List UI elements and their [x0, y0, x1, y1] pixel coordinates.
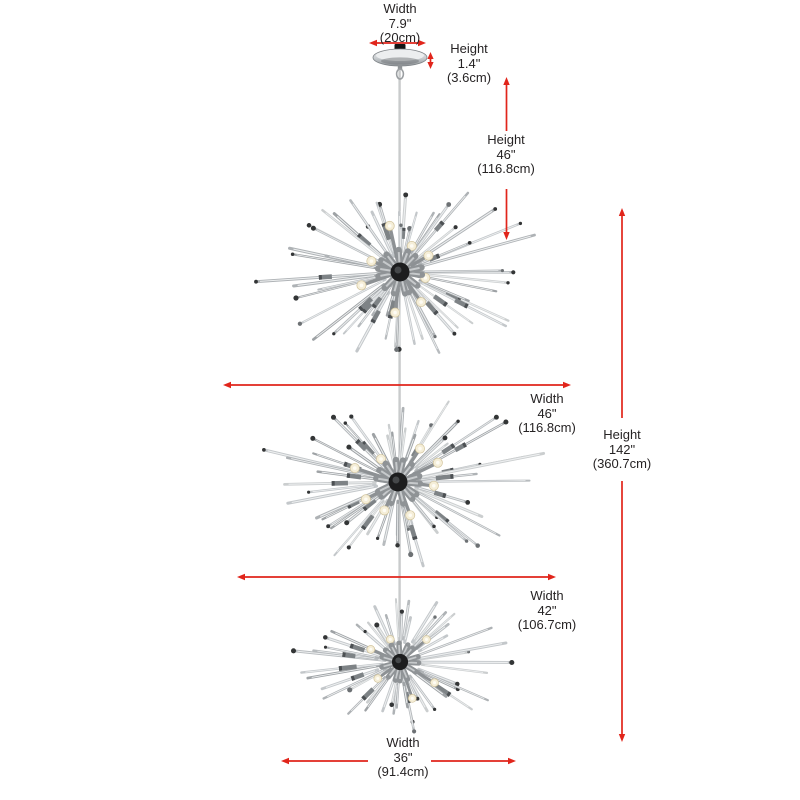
dimension-tier1-width: Width 46" (116.8cm) — [518, 391, 576, 436]
dimension-total-height: Height 142" (360.7cm) — [592, 427, 652, 472]
arrow-canopy-height — [427, 52, 434, 69]
arrow-tier3-width — [281, 757, 516, 765]
arrow-canopy-width — [369, 39, 426, 47]
arrow-total-height — [618, 208, 626, 742]
dimension-inches: 1.4" — [457, 55, 481, 71]
burst-top — [254, 191, 536, 354]
ceiling-canopy — [372, 44, 428, 80]
arrow-tier2-width — [237, 573, 556, 581]
dimension-inches: 46" — [496, 146, 516, 162]
dimension-inches: 36" — [393, 749, 413, 765]
dimension-inches: 42" — [537, 602, 557, 618]
dimension-inches: 142" — [608, 441, 636, 457]
dimension-label: Width — [386, 735, 420, 750]
dimension-canopy-width: Width 7.9" (20cm) — [379, 1, 421, 46]
dimension-tier2-width: Width 42" (106.7cm) — [517, 588, 577, 633]
dimension-tier3-width: Width 36" (91.4cm) — [377, 735, 429, 780]
dimension-label: Width — [530, 391, 564, 406]
dimension-label: Width — [383, 1, 417, 16]
dimension-label: Width — [530, 588, 564, 603]
dimension-inches: 7.9" — [388, 15, 412, 31]
burst-middle — [262, 400, 546, 568]
dimension-label: Height — [450, 41, 488, 56]
chain-link — [395, 68, 405, 80]
dimension-metric: (106.7cm) — [517, 617, 577, 632]
dimension-metric: (116.8cm) — [518, 420, 576, 435]
dimension-metric: (20cm) — [379, 30, 421, 45]
dimension-annotations — [223, 39, 626, 765]
dimension-label: Height — [603, 427, 641, 442]
dimension-drop-height: Height 46" (116.8cm) — [477, 132, 535, 177]
dimension-metric: (91.4cm) — [377, 764, 429, 779]
dimension-label: Height — [487, 132, 525, 147]
dimension-inches: 46" — [537, 405, 557, 421]
dimension-metric: (116.8cm) — [477, 161, 535, 176]
arrow-drop-height — [503, 77, 510, 240]
arrow-tier1-width — [223, 381, 571, 389]
dimension-canopy-height: Height 1.4" (3.6cm) — [446, 41, 492, 86]
dimension-metric: (360.7cm) — [592, 456, 652, 471]
dimension-metric: (3.6cm) — [446, 70, 492, 85]
burst-bottom — [290, 598, 515, 734]
